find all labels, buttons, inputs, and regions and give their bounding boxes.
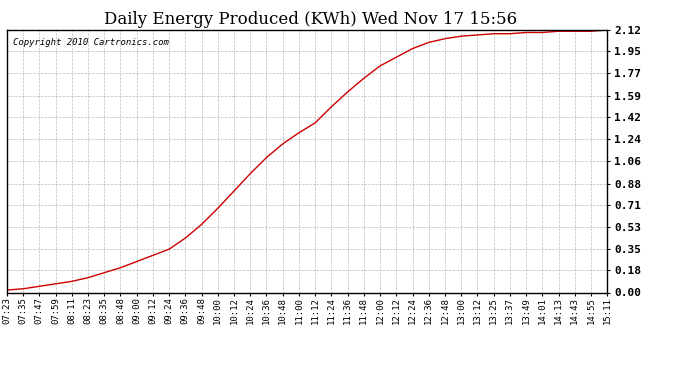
Text: Daily Energy Produced (KWh) Wed Nov 17 15:56: Daily Energy Produced (KWh) Wed Nov 17 1… xyxy=(104,11,517,28)
Text: Copyright 2010 Cartronics.com: Copyright 2010 Cartronics.com xyxy=(13,38,169,47)
